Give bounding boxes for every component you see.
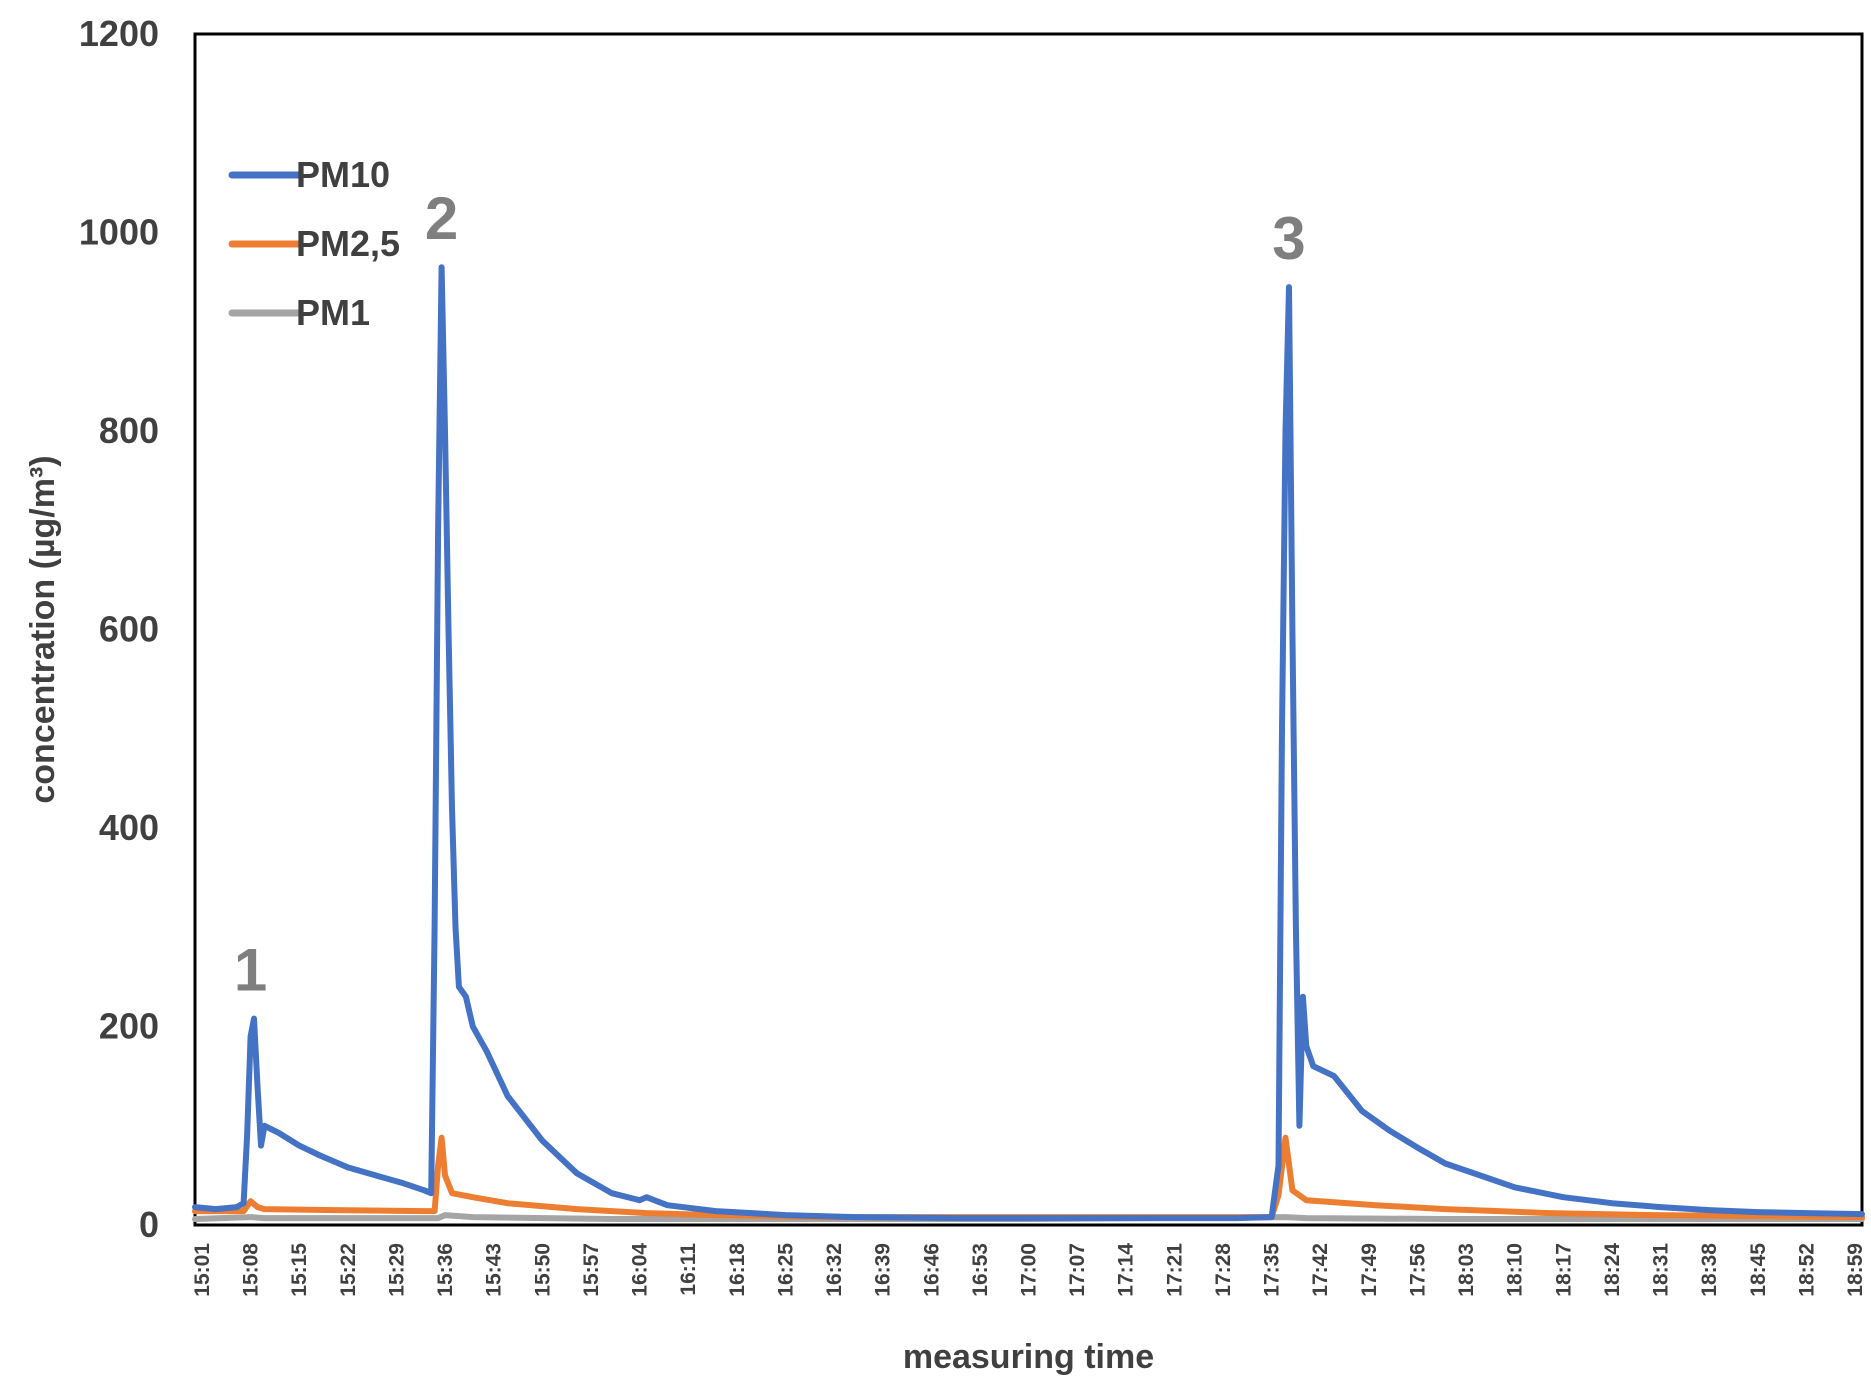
x-tick-label: 18:03 <box>1455 1243 1478 1297</box>
x-tick-label: 15:29 <box>385 1243 408 1297</box>
y-tick-label: 1000 <box>79 212 159 253</box>
x-tick-label: 16:18 <box>726 1243 749 1297</box>
y-tick-label: 600 <box>99 609 159 650</box>
x-tick-label: 16:32 <box>823 1243 846 1297</box>
x-tick-label: 15:08 <box>240 1243 263 1297</box>
legend-label: PM1 <box>296 292 370 333</box>
x-tick-label: 18:24 <box>1601 1243 1624 1297</box>
legend: PM10 PM2,5 PM1 <box>228 154 400 333</box>
series-line-pm10 <box>192 264 1865 1222</box>
x-tick-label: 16:25 <box>774 1243 797 1297</box>
x-tick-label: 17:35 <box>1261 1243 1284 1297</box>
y-axis-title: concentration (µg/m³) <box>24 455 62 803</box>
x-tick-label: 15:57 <box>580 1243 603 1297</box>
legend-label: PM2,5 <box>296 223 400 264</box>
series-layer <box>192 264 1865 1222</box>
x-tick-label: 18:52 <box>1795 1243 1818 1297</box>
y-tick-label: 0 <box>139 1204 159 1245</box>
x-tick-label: 15:50 <box>531 1243 554 1297</box>
x-tick-label: 16:04 <box>629 1243 652 1297</box>
legend-label: PM10 <box>296 154 390 195</box>
x-tick-label: 15:36 <box>434 1243 457 1297</box>
y-tick-label: 800 <box>99 410 159 451</box>
x-tick-label: 15:43 <box>483 1243 506 1297</box>
series-line-pm2-5 <box>192 1134 1865 1221</box>
plot-area-border <box>193 32 1864 1227</box>
peak-annotations: 1 2 3 <box>234 185 1306 1003</box>
x-tick-label: 18:59 <box>1844 1243 1867 1297</box>
x-tick-label: 17:00 <box>1018 1243 1041 1297</box>
x-tick-label: 18:45 <box>1747 1243 1770 1297</box>
peak-label: 3 <box>1272 205 1305 272</box>
x-tick-label: 16:39 <box>872 1243 895 1297</box>
x-axis-title: measuring time <box>903 1338 1154 1376</box>
x-tick-label: 17:49 <box>1358 1243 1381 1297</box>
x-tick-label: 18:38 <box>1698 1243 1721 1297</box>
x-tick-label: 18:17 <box>1552 1243 1575 1297</box>
x-tick-label: 17:07 <box>1066 1243 1089 1297</box>
x-axis-ticks: 15:01 15:08 15:15 15:22 15:29 15:36 15:43 15:50… <box>191 1243 1867 1297</box>
x-tick-label: 18:31 <box>1650 1243 1673 1297</box>
x-tick-label: 17:28 <box>1212 1243 1235 1297</box>
x-tick-label: 16:53 <box>969 1243 992 1297</box>
y-tick-label: 400 <box>99 807 159 848</box>
x-tick-label: 17:42 <box>1309 1243 1332 1297</box>
x-tick-label: 17:14 <box>1115 1243 1138 1297</box>
x-tick-label: 15:15 <box>288 1243 311 1297</box>
x-tick-label: 17:56 <box>1406 1243 1429 1297</box>
y-tick-label: 200 <box>99 1006 159 1047</box>
series-line-pm1 <box>192 1212 1865 1222</box>
peak-label: 1 <box>234 937 267 1004</box>
x-tick-label: 15:01 <box>191 1243 214 1297</box>
x-tick-label: 16:46 <box>920 1243 943 1297</box>
peak-label: 2 <box>425 185 458 252</box>
x-tick-label: 16:11 <box>677 1243 700 1296</box>
x-tick-label: 18:10 <box>1504 1243 1527 1297</box>
x-tick-label: 15:22 <box>337 1243 360 1297</box>
x-tick-label: 17:21 <box>1163 1243 1186 1297</box>
y-tick-label: 1200 <box>79 13 159 54</box>
y-axis-ticks: 0 200 400 600 800 1000 1200 <box>79 13 159 1245</box>
